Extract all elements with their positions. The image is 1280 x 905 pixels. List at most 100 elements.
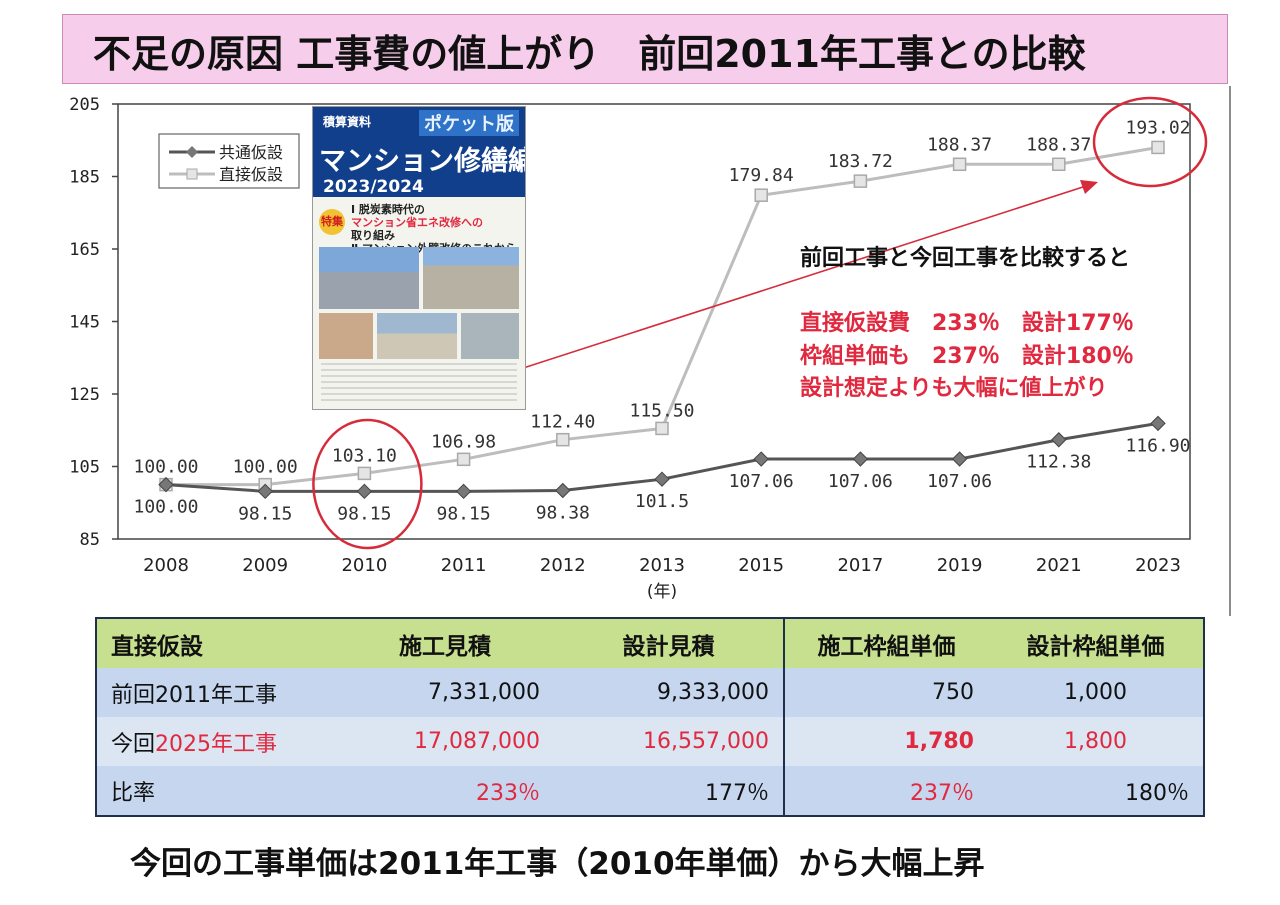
common-data-label: 107.06 [729,471,794,492]
building-photo [377,313,457,359]
title-banner: 不足の原因 工事費の値上がり 前回2011年工事との比較 [62,14,1228,84]
direct-point [1151,140,1165,155]
table-row-label-b: 2025年工事 [155,731,278,757]
highlight-circle-2023 [1092,96,1208,188]
table-header-row: 直接仮設 施工見積 設計見積 施工枠組単価 設計枠組単価 [96,618,1204,668]
table-cell: 180％ [988,766,1204,816]
common-point [455,483,472,500]
direct-data-label: 115.50 [629,400,694,421]
common-point [555,482,571,499]
building-photo [319,247,419,309]
table-header-cell: 施工枠組単価 [783,618,988,668]
common-data-label: 101.5 [635,491,689,512]
book-cover-badge: 特集 [319,209,345,235]
table-row-label-a: 今回 [111,731,156,757]
common-data-label: 98.38 [536,502,590,523]
table-row: 今回2025年工事 17,087,000 16,557,000 1,780 1,… [96,717,1204,766]
book-cover-feature-line: 取り組み [351,229,395,242]
comparison-arrow-head [1080,180,1098,194]
x-tick-label: 2012 [540,555,586,576]
common-data-label: 112.38 [1026,452,1091,473]
common-point [654,471,670,487]
comparison-line-3: 設計想定よりも大幅に値上がり [800,376,1108,401]
legend-label: 直接仮設 [219,165,283,184]
book-cover-feature-line: マンション省エネ改修への [351,216,483,229]
building-photo [423,247,519,309]
common-point [1051,432,1067,448]
x-tick-label: 2021 [1036,555,1082,576]
direct-point [1052,157,1066,172]
table-cell: 1,000 [988,668,1204,717]
cost-comparison-table: 直接仮設 施工見積 設計見積 施工枠組単価 設計枠組単価 前回2011年工事 7… [95,617,1205,817]
common-point [852,451,869,467]
book-cover: 積算資料 ポケット版 マンション修繕編 2023/2024 特集 Ⅰ 脱炭素時代… [312,106,526,410]
table-cell: 16,557,000 [554,717,784,766]
y-tick-label: 105 [69,458,100,478]
x-tick-label: 2023 [1135,555,1181,576]
x-tick-label: 2017 [837,555,883,576]
y-tick-label: 165 [69,240,100,260]
direct-data-label: 106.98 [431,431,496,452]
direct-data-label: 100.00 [133,457,198,478]
table-cell: 177％ [554,766,784,816]
table-cell: 237％ [783,766,988,816]
x-axis-label: (年) [647,582,677,602]
direct-point [357,466,372,481]
common-data-label: 107.06 [927,471,992,492]
table-row: 比率 233％ 177％ 237％ 180％ [96,766,1204,816]
common-data-label: 107.06 [828,471,893,492]
table-cell: 750 [783,668,988,717]
table-row: 前回2011年工事 7,331,000 9,333,000 750 1,000 [96,668,1204,717]
common-data-label: 98.15 [337,503,391,524]
book-cover-label: 積算資料 [323,115,372,129]
direct-point [456,452,471,467]
common-data-label: 116.90 [1125,435,1190,456]
line-chart: 205 185 165 145 125 105 85 2008 2009 2010 2011 2012… [69,86,1231,616]
legend-marker-direct [186,168,198,180]
direct-point [754,188,768,202]
book-cover-edition: ポケット版 [419,110,519,136]
building-photo [461,313,519,359]
direct-point [952,157,967,172]
direct-point [853,174,868,188]
comparison-intro: 前回工事と今回工事を比較すると [800,246,1131,271]
book-cover-feature: 特集 Ⅰ 脱炭素時代の マンション省エネ改修への 取り組み Ⅱ マンション外壁改… [313,197,525,255]
legend-label: 共通仮設 [219,143,283,162]
table-row-label: 前回2011年工事 [96,668,336,717]
direct-data-label: 112.40 [530,412,595,433]
table-cell: 233％ [336,766,554,816]
x-tick-label: 2008 [143,555,189,576]
common-data-label: 98.15 [238,503,292,524]
book-cover-title: マンション修繕編 [319,146,526,177]
table-cell: 1,780 [783,717,988,766]
direct-data-label: 188.37 [1026,134,1091,155]
common-point [951,451,968,467]
common-point [158,476,174,493]
comparison-line-2: 枠組単価も 237％ 設計180％ [800,344,1134,369]
x-tick-label: 2015 [738,555,784,576]
table-header-cell: 施工見積 [336,618,554,668]
x-tick-label: 2010 [341,555,387,576]
table-cell: 9,333,000 [554,668,784,717]
highlight-circle-2010 [312,418,423,550]
table-row-label: 比率 [96,766,336,816]
y-tick-label: 185 [69,168,100,188]
direct-data-label: 183.72 [828,151,893,172]
common-data-label: 100.00 [133,497,198,518]
comparison-line-1: 直接仮設費 233％ 設計177％ [800,311,1134,336]
table-header-cell: 直接仮設 [96,618,336,668]
x-tick-label: 2019 [937,555,983,576]
y-tick-label: 125 [69,385,100,405]
common-data-label: 98.15 [437,503,491,524]
direct-point [655,421,669,436]
summary-text: 今回の工事単価は2011年工事（2010年単価）から大幅上昇 [130,846,985,882]
table-header-cell: 設計枠組単価 [988,618,1204,668]
table-cell: 7,331,000 [336,668,554,717]
direct-data-label: 100.00 [233,457,298,478]
common-point [257,483,273,500]
book-cover-photos [319,247,519,359]
direct-point [556,432,570,447]
building-photo [319,313,373,359]
direct-data-label: 188.37 [927,134,992,155]
legend-marker-common [186,146,198,158]
